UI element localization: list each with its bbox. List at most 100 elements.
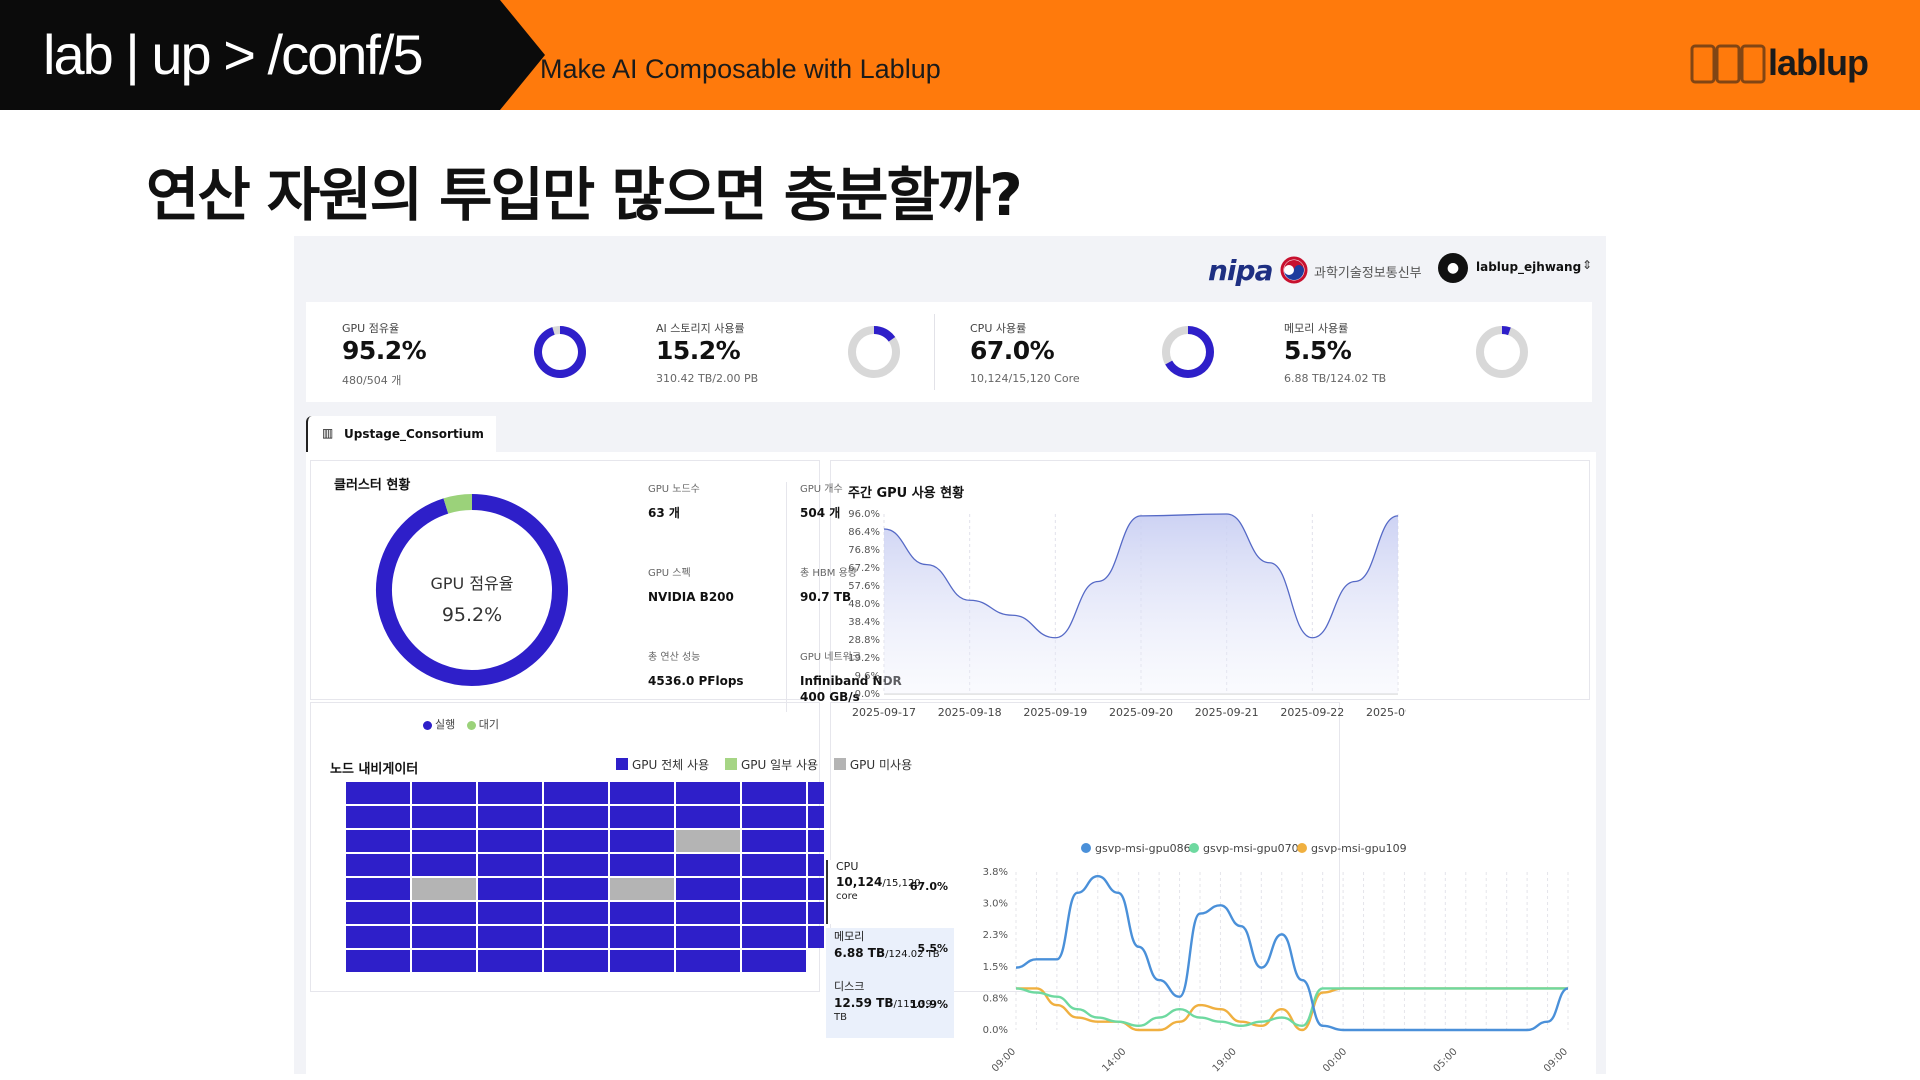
legend-marker bbox=[1297, 843, 1307, 853]
node-cell[interactable] bbox=[808, 782, 824, 804]
node-cell[interactable] bbox=[412, 950, 476, 972]
node-cell[interactable] bbox=[412, 806, 476, 828]
node-cell[interactable] bbox=[610, 830, 674, 852]
stat-strip: GPU 점유율 95.2% 480/504 개 AI 스토리지 사용률 15.2… bbox=[306, 302, 1592, 402]
lablup-logo: lablup bbox=[1690, 42, 1890, 90]
node-cell[interactable] bbox=[412, 830, 476, 852]
spec-value: 63 개 bbox=[648, 506, 680, 520]
weekly-gpu-chart: 0.0% 9.6% 19.2% 28.8% 38.4% 48.0% 57.6% 67.2% 76… bbox=[848, 509, 1406, 719]
dashboard-content: 클러스터 현황 GPU 점유율 95.2% 실행 대기 GPU 노드수 63 개… bbox=[306, 452, 1596, 1074]
x-tick-label: 2025-09-20 bbox=[1109, 706, 1173, 719]
node-cell[interactable] bbox=[610, 950, 674, 972]
node-cell[interactable] bbox=[676, 878, 740, 900]
node-cell[interactable] bbox=[742, 926, 806, 948]
node-cell[interactable] bbox=[544, 878, 608, 900]
ring-value-arc bbox=[1501, 326, 1511, 336]
node-cell[interactable] bbox=[346, 878, 410, 900]
node-cell[interactable] bbox=[346, 854, 410, 876]
node-cell[interactable] bbox=[478, 854, 542, 876]
stat-sub: 10,124/15,120 Core bbox=[970, 372, 1080, 385]
node-cell[interactable] bbox=[544, 854, 608, 876]
node-cell[interactable] bbox=[412, 878, 476, 900]
node-cell[interactable] bbox=[610, 926, 674, 948]
node-cell[interactable] bbox=[610, 806, 674, 828]
nipa-logo: nipa bbox=[1208, 254, 1273, 287]
node-cell[interactable] bbox=[544, 782, 608, 804]
node-cell[interactable] bbox=[610, 782, 674, 804]
node-cell[interactable] bbox=[808, 878, 824, 900]
brand-block: lab | up > /conf/5 bbox=[0, 0, 545, 110]
node-cell[interactable] bbox=[676, 782, 740, 804]
node-cell[interactable] bbox=[412, 902, 476, 924]
node-cell[interactable] bbox=[676, 854, 740, 876]
donut-waiting-slice bbox=[443, 494, 473, 514]
node-cell[interactable] bbox=[610, 902, 674, 924]
node-cell[interactable] bbox=[808, 806, 824, 828]
legend-full: GPU 전체 사용 bbox=[616, 758, 709, 772]
node-cell[interactable] bbox=[478, 902, 542, 924]
node-cell[interactable] bbox=[346, 830, 410, 852]
node-cell[interactable] bbox=[412, 854, 476, 876]
node-cell[interactable] bbox=[808, 902, 824, 924]
node-cell[interactable] bbox=[676, 950, 740, 972]
node-cell[interactable] bbox=[346, 950, 410, 972]
y-tick-label: 38.4% bbox=[848, 617, 880, 628]
node-cell[interactable] bbox=[478, 782, 542, 804]
node-cell[interactable] bbox=[412, 926, 476, 948]
ring-value-arc bbox=[873, 326, 896, 342]
node-cell[interactable] bbox=[742, 950, 806, 972]
node-cell[interactable] bbox=[610, 878, 674, 900]
navigator-legend: GPU 전체 사용 GPU 일부 사용 GPU 미사용 bbox=[616, 756, 912, 773]
node-cell[interactable] bbox=[808, 830, 824, 852]
spec-gpu-model: GPU 스펙 NVIDIA B200 bbox=[648, 564, 778, 605]
resource-used: 6.88 TB/124.02 TB bbox=[834, 946, 954, 960]
node-cell[interactable] bbox=[478, 926, 542, 948]
node-cell[interactable] bbox=[742, 782, 806, 804]
spec-label: GPU 스펙 bbox=[648, 568, 691, 579]
node-cell[interactable] bbox=[478, 878, 542, 900]
y-tick-label: 1.5% bbox=[983, 962, 1008, 973]
resource-summary: CPU 10,124/15,120 core 67.0% 메모리 6.88 TB… bbox=[826, 860, 954, 1052]
weekly-title: 주간 GPU 사용 현황 bbox=[848, 486, 965, 501]
node-cell[interactable] bbox=[346, 782, 410, 804]
tab-upstage-consortium[interactable]: ▥ Upstage_Consortium bbox=[306, 416, 496, 452]
node-cell[interactable] bbox=[544, 950, 608, 972]
updown-caret-icon[interactable]: ⇕ bbox=[1582, 258, 1593, 272]
node-cell[interactable] bbox=[808, 926, 824, 948]
node-cell[interactable] bbox=[544, 926, 608, 948]
node-cell[interactable] bbox=[478, 830, 542, 852]
node-grid bbox=[346, 782, 824, 972]
node-cell[interactable] bbox=[478, 806, 542, 828]
resource-total: /115.39 bbox=[893, 999, 932, 1010]
y-tick-label: 0.0% bbox=[855, 689, 880, 700]
node-cell[interactable] bbox=[742, 878, 806, 900]
x-tick-label: 2025-09-23 bbox=[1366, 706, 1406, 719]
node-cell[interactable] bbox=[544, 902, 608, 924]
node-cell[interactable] bbox=[346, 926, 410, 948]
user-avatar-icon[interactable]: ● bbox=[1438, 253, 1468, 283]
node-cell[interactable] bbox=[544, 806, 608, 828]
node-cell[interactable] bbox=[412, 782, 476, 804]
node-cell[interactable] bbox=[742, 830, 806, 852]
user-name[interactable]: lablup_ejhwang bbox=[1476, 260, 1582, 274]
node-cell[interactable] bbox=[610, 854, 674, 876]
resource-name: CPU bbox=[836, 860, 859, 873]
node-cell[interactable] bbox=[346, 902, 410, 924]
node-cell[interactable] bbox=[742, 902, 806, 924]
node-cell[interactable] bbox=[346, 806, 410, 828]
node-cell[interactable] bbox=[808, 854, 824, 876]
node-cell[interactable] bbox=[676, 926, 740, 948]
banner-tagline: Make AI Composable with Lablup bbox=[540, 54, 941, 84]
stat-ai-storage: AI 스토리지 사용률 15.2% 310.42 TB/2.00 PB bbox=[620, 302, 934, 402]
node-cell[interactable] bbox=[544, 830, 608, 852]
node-cell[interactable] bbox=[676, 902, 740, 924]
y-tick-label: 57.6% bbox=[848, 581, 880, 592]
node-cell[interactable] bbox=[676, 806, 740, 828]
node-cell[interactable] bbox=[478, 950, 542, 972]
resource-name: 디스크 bbox=[834, 980, 865, 993]
spec-gpu-network: GPU 네트워크 Infiniband NDR 400 GB/s bbox=[800, 648, 930, 705]
node-cell[interactable] bbox=[676, 830, 740, 852]
node-cell[interactable] bbox=[742, 806, 806, 828]
resource-used: 10,124/15,120 bbox=[836, 875, 954, 889]
node-cell[interactable] bbox=[742, 854, 806, 876]
